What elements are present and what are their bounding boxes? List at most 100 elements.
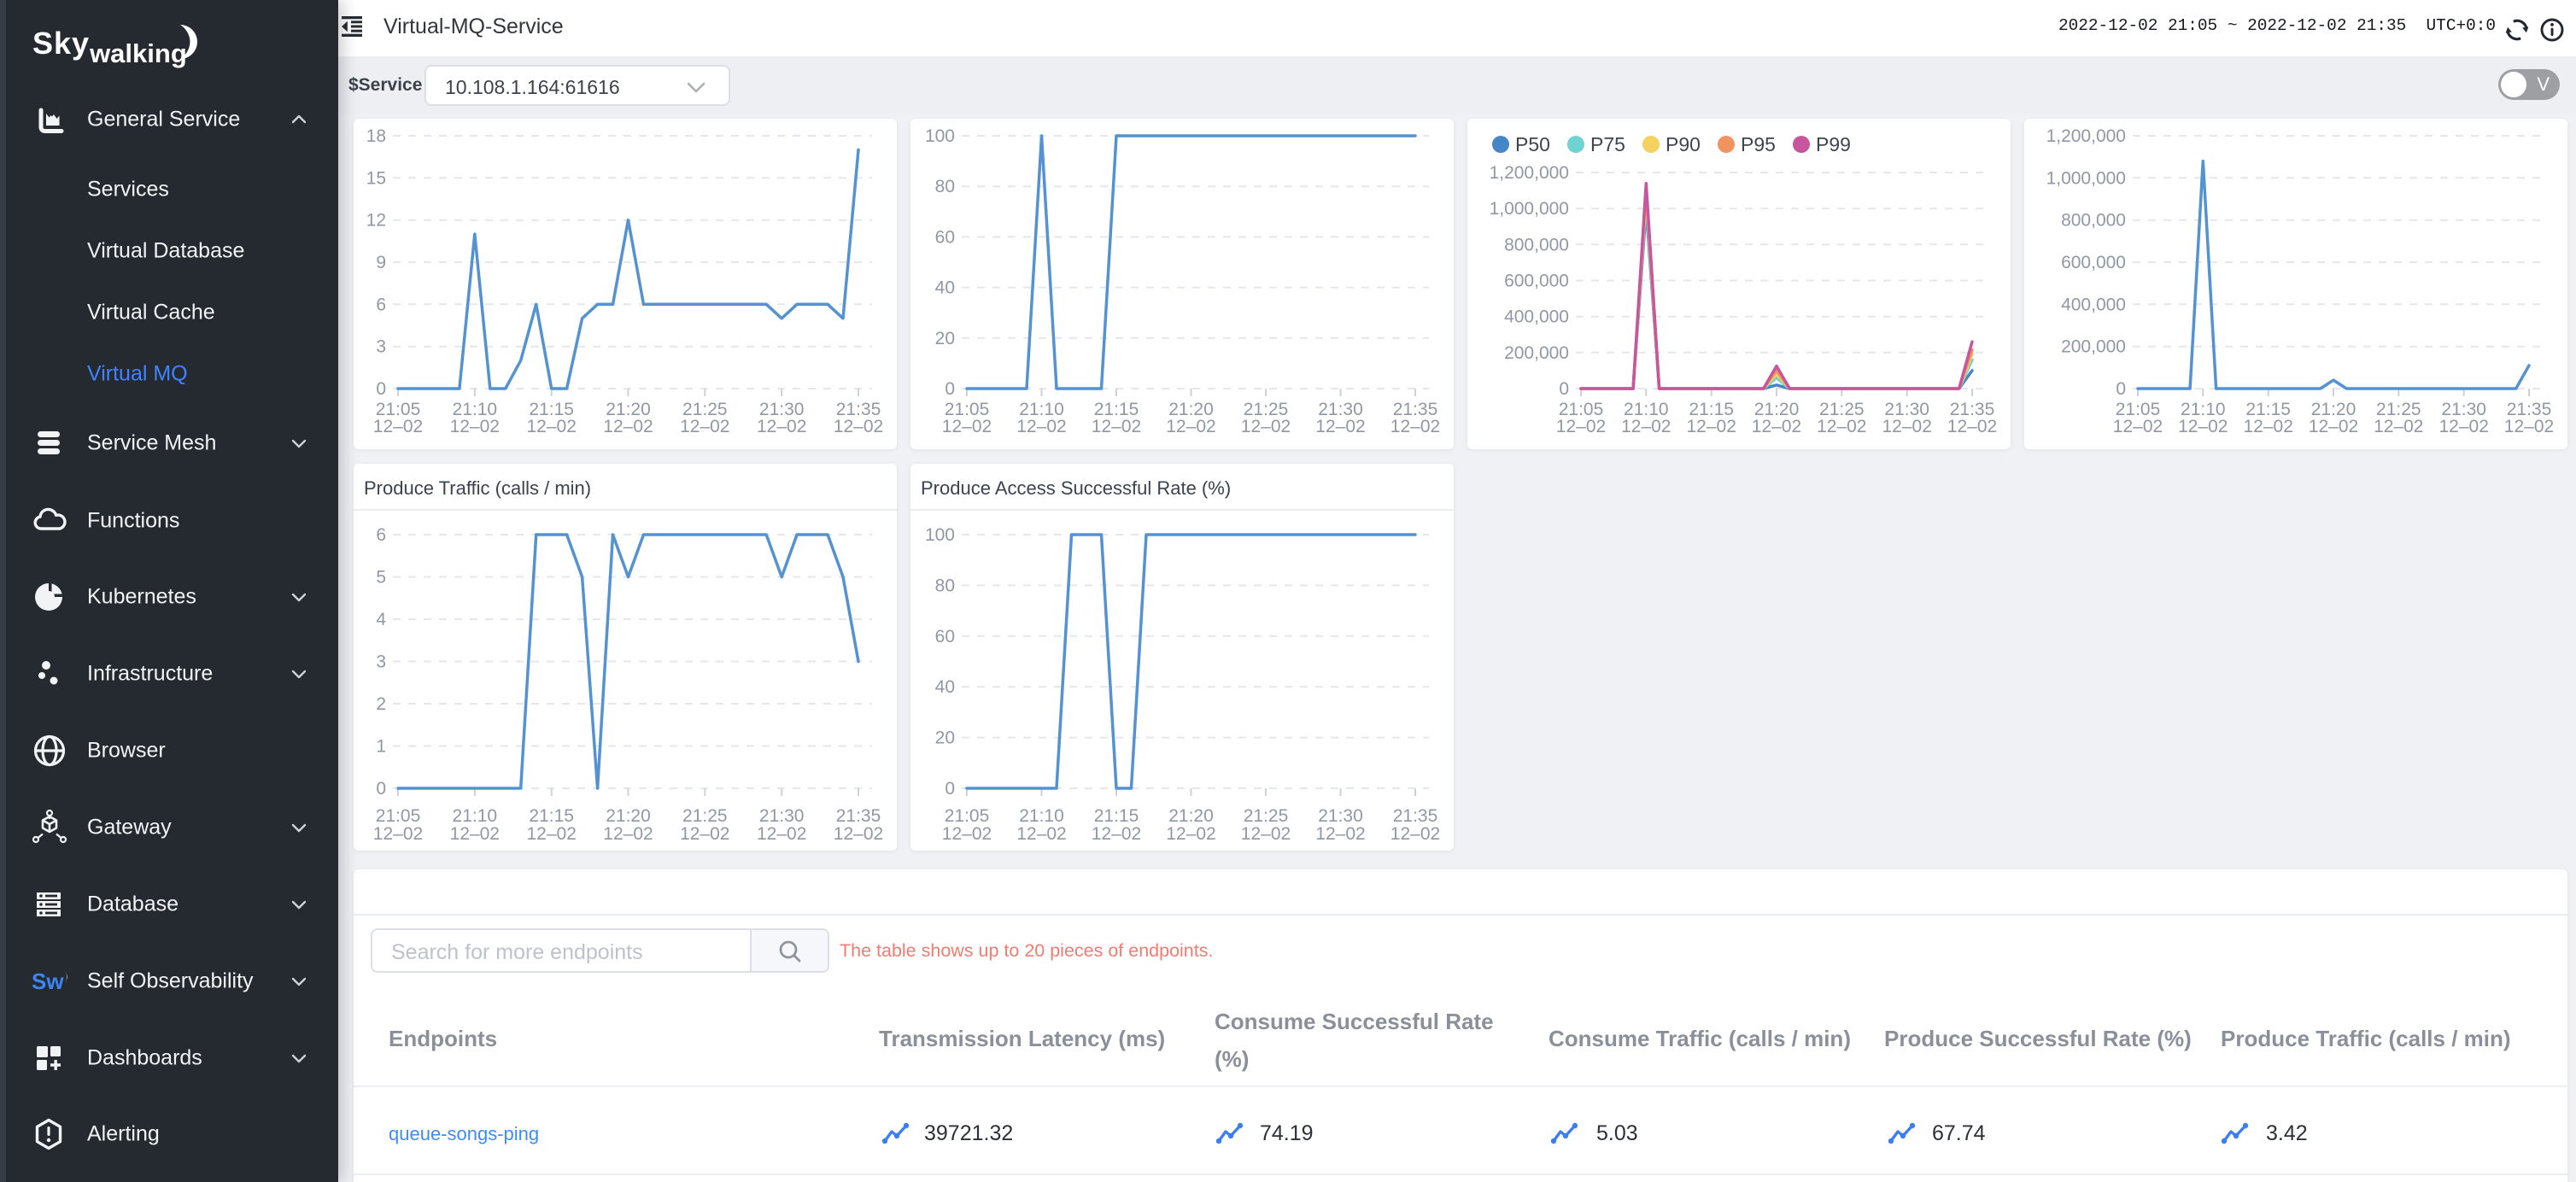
svg-text:12–02: 12–02	[603, 824, 653, 844]
svg-text:12–02: 12–02	[1315, 417, 1365, 436]
svg-text:21:25: 21:25	[682, 400, 728, 419]
svg-text:100: 100	[925, 525, 955, 545]
svg-text:600,000: 600,000	[2061, 253, 2126, 272]
svg-text:21:30: 21:30	[2441, 400, 2486, 419]
svg-text:P99: P99	[1816, 133, 1851, 155]
svg-text:21:35: 21:35	[1393, 806, 1438, 826]
svg-text:12–02: 12–02	[1092, 824, 1141, 844]
svg-text:5: 5	[376, 568, 386, 588]
svg-text:P75: P75	[1590, 133, 1625, 155]
svg-text:21:10: 21:10	[453, 400, 498, 419]
svg-text:12–02: 12–02	[603, 417, 653, 436]
svg-text:21:15: 21:15	[2245, 400, 2291, 419]
svg-text:4: 4	[376, 610, 386, 629]
svg-text:21:25: 21:25	[1819, 400, 1865, 419]
svg-text:21:20: 21:20	[606, 400, 651, 419]
svg-text:12–02: 12–02	[1315, 824, 1365, 844]
svg-text:P95: P95	[1741, 133, 1776, 155]
svg-text:0: 0	[2116, 379, 2126, 399]
svg-text:12–02: 12–02	[1752, 417, 1801, 436]
svg-text:21:35: 21:35	[2507, 400, 2552, 419]
svg-text:1: 1	[376, 737, 386, 757]
svg-text:12–02: 12–02	[1556, 417, 1606, 436]
svg-text:21:15: 21:15	[1689, 400, 1734, 419]
svg-text:2: 2	[376, 694, 386, 714]
svg-text:400,000: 400,000	[1504, 307, 1569, 327]
svg-text:12–02: 12–02	[1390, 824, 1440, 844]
svg-text:21:15: 21:15	[529, 806, 574, 826]
svg-text:12–02: 12–02	[2504, 417, 2554, 436]
svg-text:12–02: 12–02	[1947, 417, 1997, 436]
svg-text:21:20: 21:20	[1168, 400, 1214, 419]
svg-text:12–02: 12–02	[680, 417, 729, 436]
svg-text:21:10: 21:10	[2181, 400, 2226, 419]
svg-text:15: 15	[366, 168, 386, 188]
svg-text:12–02: 12–02	[450, 417, 500, 436]
svg-text:12: 12	[366, 211, 386, 231]
svg-text:0: 0	[945, 379, 955, 399]
svg-text:3: 3	[376, 652, 386, 672]
svg-text:21:15: 21:15	[1094, 400, 1139, 419]
svg-text:60: 60	[935, 227, 955, 247]
svg-text:21:15: 21:15	[529, 400, 574, 419]
svg-text:12–02: 12–02	[373, 417, 423, 436]
svg-text:200,000: 200,000	[1504, 343, 1569, 363]
svg-text:400,000: 400,000	[2061, 295, 2126, 314]
svg-text:100: 100	[925, 126, 955, 146]
svg-text:600,000: 600,000	[1504, 272, 1569, 291]
svg-text:12–02: 12–02	[2438, 417, 2488, 436]
svg-text:21:35: 21:35	[1393, 400, 1438, 419]
svg-text:21:15: 21:15	[1094, 806, 1139, 826]
svg-text:0: 0	[1559, 379, 1569, 399]
svg-text:1,000,000: 1,000,000	[1490, 199, 1569, 219]
svg-text:21:05: 21:05	[376, 806, 421, 826]
svg-text:21:10: 21:10	[1019, 400, 1064, 419]
svg-text:21:30: 21:30	[1318, 806, 1363, 826]
svg-text:800,000: 800,000	[1504, 235, 1569, 255]
svg-text:12–02: 12–02	[834, 824, 883, 844]
svg-text:800,000: 800,000	[2061, 211, 2126, 231]
svg-text:12–02: 12–02	[942, 824, 992, 844]
svg-text:21:05: 21:05	[1559, 400, 1604, 419]
svg-text:18: 18	[366, 126, 386, 146]
svg-text:1,000,000: 1,000,000	[2046, 168, 2126, 188]
svg-text:80: 80	[935, 177, 955, 196]
svg-text:0: 0	[945, 779, 955, 799]
svg-text:20: 20	[935, 329, 955, 348]
svg-text:21:25: 21:25	[1244, 806, 1289, 826]
svg-text:12–02: 12–02	[1016, 417, 1066, 436]
svg-text:21:25: 21:25	[682, 806, 728, 826]
svg-text:21:30: 21:30	[1318, 400, 1363, 419]
svg-text:0: 0	[376, 779, 386, 799]
svg-text:6: 6	[376, 295, 386, 314]
svg-text:P90: P90	[1666, 133, 1701, 155]
svg-text:9: 9	[376, 253, 386, 272]
svg-text:12–02: 12–02	[2243, 417, 2292, 436]
svg-text:12–02: 12–02	[1817, 417, 1866, 436]
svg-text:12–02: 12–02	[834, 417, 883, 436]
svg-text:21:35: 21:35	[1950, 400, 1995, 419]
svg-text:12–02: 12–02	[1016, 824, 1066, 844]
svg-text:21:05: 21:05	[945, 806, 990, 826]
svg-text:21:10: 21:10	[453, 806, 498, 826]
svg-text:12–02: 12–02	[2113, 417, 2163, 436]
svg-text:21:10: 21:10	[1624, 400, 1669, 419]
svg-text:6: 6	[376, 525, 386, 545]
svg-text:3: 3	[376, 337, 386, 357]
svg-text:12–02: 12–02	[2309, 417, 2358, 436]
svg-text:12–02: 12–02	[1166, 417, 1215, 436]
svg-text:12–02: 12–02	[1241, 824, 1291, 844]
svg-text:12–02: 12–02	[2374, 417, 2423, 436]
svg-text:12–02: 12–02	[1882, 417, 1931, 436]
svg-text:12–02: 12–02	[526, 824, 576, 844]
svg-text:12–02: 12–02	[1166, 824, 1215, 844]
svg-text:21:05: 21:05	[376, 400, 421, 419]
svg-text:21:05: 21:05	[945, 400, 990, 419]
svg-text:21:20: 21:20	[606, 806, 651, 826]
svg-text:21:05: 21:05	[2116, 400, 2161, 419]
svg-text:12–02: 12–02	[373, 824, 423, 844]
svg-text:21:30: 21:30	[1884, 400, 1929, 419]
svg-text:21:30: 21:30	[759, 400, 805, 419]
svg-text:21:35: 21:35	[836, 806, 881, 826]
svg-text:12–02: 12–02	[1241, 417, 1291, 436]
